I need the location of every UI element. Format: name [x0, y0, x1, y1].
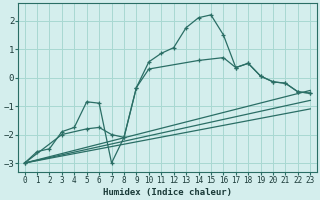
- X-axis label: Humidex (Indice chaleur): Humidex (Indice chaleur): [103, 188, 232, 197]
